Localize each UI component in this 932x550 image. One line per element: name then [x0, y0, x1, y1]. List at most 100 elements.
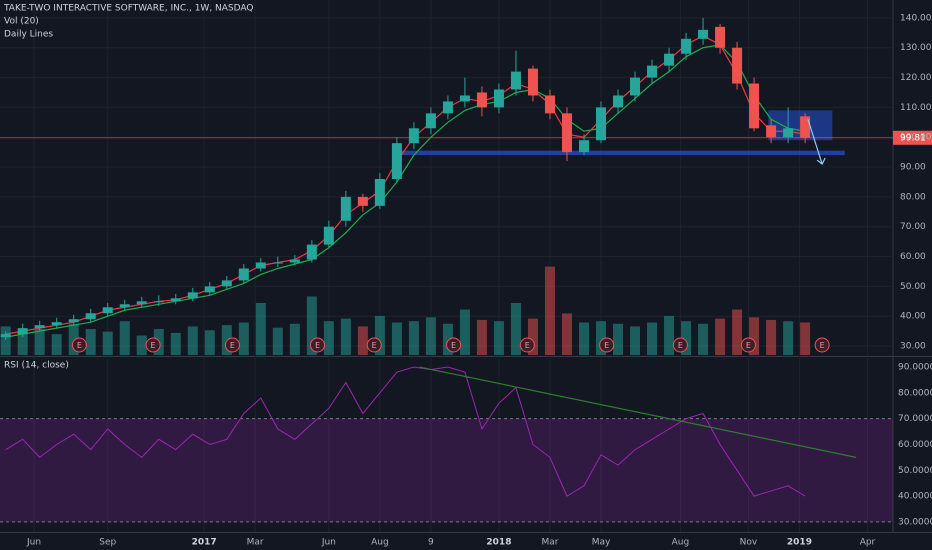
- volume-bar: [34, 329, 45, 355]
- earnings-label: E: [315, 341, 320, 350]
- volume-bar: [374, 316, 385, 355]
- candle-body: [527, 68, 538, 96]
- earnings-label: E: [525, 341, 530, 350]
- candle-body: [238, 268, 249, 281]
- candle-body: [732, 47, 743, 84]
- volume-bar: [255, 303, 266, 355]
- candle-body: [493, 89, 504, 108]
- candle-body: [323, 226, 334, 245]
- candle-body: [408, 128, 419, 144]
- volume-bar: [391, 322, 402, 355]
- y-tick-label: 130.00: [900, 43, 932, 53]
- y-tick-label: 80.00: [900, 192, 926, 202]
- volume-bar: [630, 326, 641, 355]
- candle-body: [630, 77, 641, 96]
- candle-body: [170, 298, 181, 302]
- last-price-label: 99.81: [900, 133, 926, 143]
- volume-bar: [408, 321, 419, 355]
- earnings-marker: [224, 337, 240, 353]
- volume-bar: [766, 319, 777, 355]
- earnings-marker: [446, 337, 462, 353]
- rsi-tick-label: 80.0000: [898, 388, 932, 398]
- y-tick-label: 60.00: [900, 252, 926, 262]
- volume-bar: [221, 325, 232, 355]
- volume-bar: [357, 326, 368, 355]
- earnings-marker: [599, 337, 615, 353]
- volume-bar: [698, 323, 709, 355]
- earnings-marker: [519, 337, 535, 353]
- earnings-marker: [310, 337, 326, 353]
- candle-body: [561, 113, 572, 153]
- candle-body: [544, 95, 555, 114]
- candle-body: [476, 92, 487, 108]
- volume-bar: [493, 321, 504, 355]
- candle-body: [681, 38, 692, 54]
- y-tick-label: 40.00: [900, 312, 926, 322]
- x-tick-label: Jun: [321, 538, 336, 548]
- rsi-band: [0, 418, 893, 522]
- volume-bar: [425, 317, 436, 355]
- candle-body: [647, 65, 658, 78]
- labels: 30.00 40.00 50.00 60.00 70.00 80.00 90.00 100.0…: [26, 13, 932, 547]
- volume-bar: [340, 318, 351, 355]
- x-tick-label: May: [592, 538, 611, 548]
- candle-body: [578, 140, 589, 153]
- candle-body: [510, 71, 521, 90]
- volume-bar: [459, 309, 470, 355]
- candle-body: [68, 319, 79, 323]
- earnings-label: E: [77, 341, 82, 350]
- y-tick-label: 90.00: [900, 163, 926, 173]
- grid: [0, 0, 893, 532]
- candle-body: [425, 113, 436, 129]
- last-price-box: [893, 130, 932, 145]
- y-tick-label: 50.00: [900, 282, 926, 292]
- candle-body: [85, 313, 96, 320]
- rsi-trendline: [419, 366, 857, 458]
- volume-bar: [732, 309, 743, 355]
- y-tick-label: 100.00: [900, 133, 932, 143]
- volume-bar: [664, 316, 675, 355]
- rsi-tick-label: 60.0000: [898, 440, 932, 450]
- rsi-tick-label: 50.0000: [898, 466, 932, 476]
- rsi-tick-label: 90.0000: [898, 363, 932, 373]
- earnings-marker: [71, 337, 87, 353]
- earnings-marker: [740, 337, 756, 353]
- volume-bar: [749, 317, 760, 355]
- volume-bar: [800, 322, 811, 355]
- volume-bar: [272, 327, 283, 355]
- candle-body: [102, 307, 113, 314]
- x-tick-label: Apr: [860, 538, 876, 548]
- volume-bar: [102, 331, 113, 355]
- earnings-label: E: [372, 341, 377, 350]
- rsi-label: RSI (14, close): [4, 361, 69, 371]
- volume-bar: [613, 323, 624, 355]
- y-tick-label: 110.00: [900, 103, 932, 113]
- arrow: [807, 119, 826, 166]
- earnings-marker: [145, 337, 161, 353]
- candle-body: [255, 262, 266, 269]
- volume-bar: [561, 313, 572, 355]
- earnings-marker: [366, 337, 382, 353]
- volume-label: Vol (20): [4, 17, 39, 27]
- x-tick-label: Jun: [26, 538, 41, 548]
- volume-bar: [323, 321, 334, 355]
- candle-body: [136, 301, 147, 305]
- volume-bar: [510, 303, 521, 355]
- x-tick-label: Nov: [740, 538, 758, 548]
- earnings-label: E: [451, 341, 456, 350]
- candle-body: [34, 325, 45, 329]
- x-tick-label: Mar: [247, 538, 264, 548]
- volume-bar: [68, 323, 79, 355]
- earnings-label: E: [604, 341, 609, 350]
- candle-body: [442, 101, 453, 114]
- x-tick-label: 2017: [192, 538, 217, 548]
- x-tick-label: Aug: [672, 538, 690, 548]
- candle-body: [221, 280, 232, 287]
- candle-body: [715, 26, 726, 48]
- volume-bar: [136, 335, 147, 355]
- candle-body: [800, 116, 811, 138]
- volume-bar: [442, 323, 453, 355]
- volume-bar: [715, 318, 726, 355]
